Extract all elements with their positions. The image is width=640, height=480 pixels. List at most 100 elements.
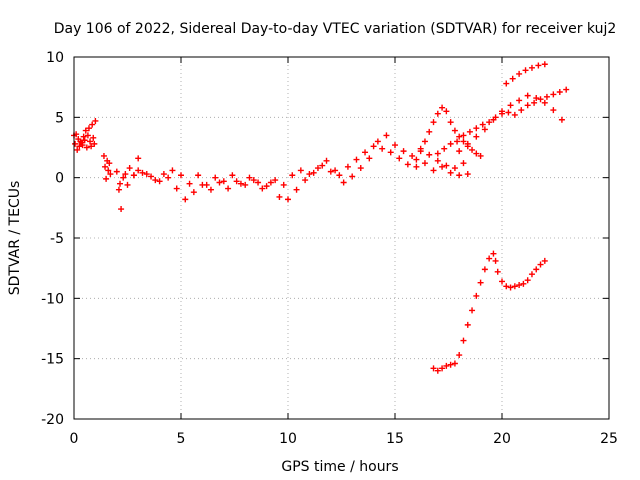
data-point: [379, 145, 386, 152]
data-point: [466, 128, 473, 135]
data-point: [392, 142, 398, 149]
data-point: [441, 145, 448, 152]
data-point: [383, 132, 390, 139]
y-tick-label: -20: [41, 412, 64, 428]
data-point: [276, 193, 283, 200]
axis-ticks: 0 5 10 15 20 25 -20 -15 -10 -5 0 5 10: [41, 50, 618, 447]
data-point: [494, 268, 501, 275]
data-point: [456, 148, 463, 155]
data-point: [516, 97, 523, 104]
data-point: [387, 149, 394, 156]
data-point: [528, 64, 535, 71]
data-point: [434, 150, 441, 157]
data-point: [349, 173, 356, 180]
series-early-scatter: [71, 117, 142, 213]
data-point: [74, 146, 81, 153]
data-point: [528, 271, 535, 278]
data-point: [473, 150, 480, 157]
data-point: [409, 152, 416, 159]
data-point: [314, 165, 321, 172]
y-tick-label: 5: [55, 110, 64, 126]
data-point: [451, 360, 458, 367]
data-point: [255, 179, 262, 186]
data-point: [447, 361, 454, 368]
data-point: [297, 167, 304, 174]
data-point: [456, 172, 463, 179]
data-point: [421, 138, 428, 145]
data-point: [156, 178, 163, 185]
x-tick-label: 20: [493, 431, 511, 447]
data-point: [100, 152, 107, 159]
data-point: [541, 257, 548, 264]
data-point: [486, 255, 493, 262]
data-point: [135, 155, 142, 162]
data-point: [91, 140, 98, 147]
data-point: [117, 180, 124, 187]
data-point: [477, 152, 484, 159]
data-point: [139, 169, 146, 176]
data-point: [370, 143, 377, 150]
data-point: [246, 174, 253, 181]
data-point: [400, 148, 407, 155]
data-point: [263, 183, 270, 190]
data-point: [82, 127, 89, 134]
data-point: [332, 167, 339, 174]
data-point: [102, 163, 109, 170]
data-point: [169, 167, 176, 174]
x-tick-label: 15: [386, 431, 404, 447]
series-rise-2: [434, 86, 570, 157]
data-point: [430, 119, 437, 126]
series-high-arc: [503, 61, 548, 87]
data-point: [76, 143, 83, 150]
data-point: [541, 99, 548, 106]
y-tick-label: 10: [46, 50, 64, 66]
data-point: [115, 186, 122, 193]
data-point: [148, 173, 155, 180]
data-point: [85, 125, 92, 132]
data-point: [516, 70, 523, 77]
data-point: [242, 181, 249, 188]
data-point: [92, 117, 99, 124]
data-point: [404, 161, 411, 168]
data-point: [126, 165, 133, 172]
data-point: [460, 337, 467, 344]
data-point: [563, 86, 570, 93]
data-point: [531, 99, 538, 106]
grid-lines: [74, 57, 609, 419]
data-point: [374, 138, 381, 145]
data-point: [118, 206, 125, 213]
data-point: [186, 180, 193, 187]
data-point: [122, 171, 129, 178]
data-point: [430, 365, 437, 372]
data-point: [499, 108, 505, 115]
data-point: [105, 167, 112, 174]
data-point: [344, 163, 351, 170]
data-point: [90, 134, 97, 141]
data-point: [550, 91, 557, 98]
x-axis-label: GPS time / hours: [281, 459, 398, 475]
data-point: [473, 133, 480, 140]
data-point: [524, 92, 531, 99]
data-point: [516, 282, 523, 289]
data-point: [327, 168, 334, 175]
series-track-a: [130, 143, 471, 203]
data-point: [72, 140, 79, 147]
data-point: [443, 162, 450, 169]
data-point: [417, 148, 424, 155]
data-point: [503, 80, 510, 87]
data-point: [229, 172, 236, 179]
data-point: [357, 165, 364, 172]
data-points: [71, 61, 570, 374]
data-point: [302, 177, 309, 184]
data-point: [505, 109, 512, 116]
data-point: [319, 162, 326, 169]
data-point: [220, 178, 227, 185]
data-point: [165, 174, 172, 181]
plot-frame: [73, 56, 610, 420]
data-point: [89, 121, 96, 128]
data-point: [451, 127, 458, 134]
data-point: [130, 172, 137, 179]
data-point: [293, 186, 300, 193]
data-point: [421, 160, 428, 167]
data-point: [460, 160, 467, 167]
